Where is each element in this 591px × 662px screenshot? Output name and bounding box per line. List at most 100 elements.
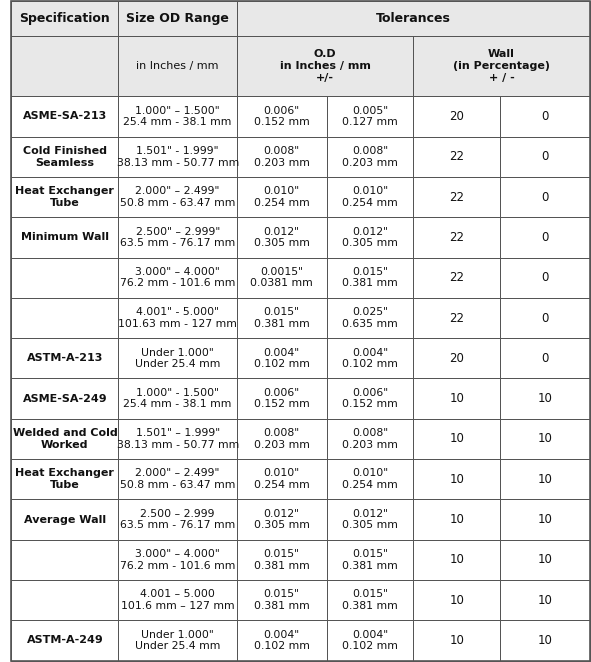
- Bar: [237, 136, 326, 177]
- Text: 22: 22: [449, 312, 464, 324]
- Text: 0.015"
0.381 mm: 0.015" 0.381 mm: [342, 267, 398, 289]
- Text: 0: 0: [541, 312, 548, 324]
- Bar: [326, 620, 413, 661]
- Text: 0: 0: [541, 231, 548, 244]
- Text: 1.501" – 1.999"
38.13 mm - 50.77 mm: 1.501" – 1.999" 38.13 mm - 50.77 mm: [116, 428, 239, 449]
- Bar: [11, 1, 118, 36]
- Bar: [413, 499, 500, 540]
- Bar: [326, 136, 413, 177]
- Text: 1.501" - 1.999"
38.13 mm - 50.77 mm: 1.501" - 1.999" 38.13 mm - 50.77 mm: [116, 146, 239, 167]
- Text: 0.004"
0.102 mm: 0.004" 0.102 mm: [254, 348, 310, 369]
- Text: 10: 10: [449, 594, 464, 606]
- Text: 0.005"
0.127 mm: 0.005" 0.127 mm: [342, 106, 398, 127]
- Bar: [500, 419, 590, 459]
- Bar: [118, 258, 237, 298]
- Text: Average Wall: Average Wall: [24, 514, 106, 524]
- Text: 1.000" - 1.500"
25.4 mm - 38.1 mm: 1.000" - 1.500" 25.4 mm - 38.1 mm: [124, 388, 232, 409]
- Text: 0.008"
0.203 mm: 0.008" 0.203 mm: [342, 428, 398, 449]
- Bar: [237, 338, 326, 379]
- Bar: [11, 419, 118, 459]
- Bar: [11, 379, 118, 419]
- Bar: [237, 580, 326, 620]
- Text: 20: 20: [449, 352, 464, 365]
- Text: 0.015"
0.381 mm: 0.015" 0.381 mm: [254, 589, 310, 611]
- Text: O.D
in Inches / mm
+/-: O.D in Inches / mm +/-: [280, 50, 371, 83]
- Bar: [11, 338, 118, 379]
- Text: 0.004"
0.102 mm: 0.004" 0.102 mm: [342, 630, 398, 651]
- Text: 0.012"
0.305 mm: 0.012" 0.305 mm: [254, 226, 310, 248]
- Bar: [326, 96, 413, 136]
- Bar: [237, 499, 326, 540]
- Text: 4.001 – 5.000
101.6 mm – 127 mm: 4.001 – 5.000 101.6 mm – 127 mm: [121, 589, 235, 611]
- Bar: [326, 540, 413, 580]
- Bar: [326, 379, 413, 419]
- Text: 22: 22: [449, 191, 464, 204]
- Text: 22: 22: [449, 150, 464, 164]
- Bar: [11, 580, 118, 620]
- Text: 20: 20: [449, 110, 464, 123]
- Bar: [237, 96, 326, 136]
- Bar: [237, 298, 326, 338]
- Text: Cold Finished
Seamless: Cold Finished Seamless: [23, 146, 107, 167]
- Text: 0.008"
0.203 mm: 0.008" 0.203 mm: [254, 146, 310, 167]
- Text: 0: 0: [541, 150, 548, 164]
- Text: 0.006"
0.152 mm: 0.006" 0.152 mm: [254, 388, 310, 409]
- Text: ASTM-A-213: ASTM-A-213: [27, 354, 103, 363]
- Text: 22: 22: [449, 271, 464, 284]
- Bar: [413, 96, 500, 136]
- Text: 10: 10: [537, 392, 552, 405]
- Text: 0: 0: [541, 352, 548, 365]
- Text: 0.025"
0.635 mm: 0.025" 0.635 mm: [342, 307, 398, 329]
- Bar: [237, 1, 590, 36]
- Text: 10: 10: [537, 473, 552, 486]
- Bar: [118, 36, 237, 96]
- Text: Wall
(in Percentage)
+ / -: Wall (in Percentage) + / -: [453, 50, 550, 83]
- Bar: [413, 419, 500, 459]
- Text: 0.012"
0.305 mm: 0.012" 0.305 mm: [342, 508, 398, 530]
- Bar: [11, 459, 118, 499]
- Bar: [118, 580, 237, 620]
- Bar: [326, 419, 413, 459]
- Text: 0.015"
0.381 mm: 0.015" 0.381 mm: [254, 549, 310, 571]
- Bar: [118, 338, 237, 379]
- Text: 2.000" – 2.499"
50.8 mm - 63.47 mm: 2.000" – 2.499" 50.8 mm - 63.47 mm: [120, 469, 235, 490]
- Bar: [11, 540, 118, 580]
- Bar: [500, 620, 590, 661]
- Bar: [11, 96, 118, 136]
- Bar: [500, 177, 590, 217]
- Bar: [237, 419, 326, 459]
- Bar: [413, 177, 500, 217]
- Bar: [500, 459, 590, 499]
- Text: 1.000" – 1.500"
25.4 mm - 38.1 mm: 1.000" – 1.500" 25.4 mm - 38.1 mm: [124, 106, 232, 127]
- Bar: [237, 620, 326, 661]
- Text: 10: 10: [449, 553, 464, 567]
- Text: Specification: Specification: [20, 12, 111, 25]
- Text: 0.006"
0.152 mm: 0.006" 0.152 mm: [342, 388, 398, 409]
- Bar: [118, 177, 237, 217]
- Bar: [118, 1, 237, 36]
- Text: 10: 10: [537, 513, 552, 526]
- Text: Under 1.000"
Under 25.4 mm: Under 1.000" Under 25.4 mm: [135, 630, 220, 651]
- Text: 0.010"
0.254 mm: 0.010" 0.254 mm: [254, 469, 310, 490]
- Bar: [326, 217, 413, 258]
- Bar: [326, 298, 413, 338]
- Text: 0.004"
0.102 mm: 0.004" 0.102 mm: [342, 348, 398, 369]
- Text: 0: 0: [541, 271, 548, 284]
- Bar: [237, 177, 326, 217]
- Bar: [500, 217, 590, 258]
- Text: Heat Exchanger
Tube: Heat Exchanger Tube: [15, 186, 114, 208]
- Bar: [500, 96, 590, 136]
- Bar: [118, 379, 237, 419]
- Bar: [118, 217, 237, 258]
- Bar: [118, 298, 237, 338]
- Text: 10: 10: [537, 594, 552, 606]
- Bar: [11, 217, 118, 258]
- Bar: [413, 338, 500, 379]
- Text: Welded and Cold
Worked: Welded and Cold Worked: [12, 428, 117, 449]
- Bar: [500, 136, 590, 177]
- Bar: [237, 540, 326, 580]
- Text: 10: 10: [537, 553, 552, 567]
- Text: 0.015"
0.381 mm: 0.015" 0.381 mm: [254, 307, 310, 329]
- Text: 10: 10: [449, 473, 464, 486]
- Text: 0.004"
0.102 mm: 0.004" 0.102 mm: [254, 630, 310, 651]
